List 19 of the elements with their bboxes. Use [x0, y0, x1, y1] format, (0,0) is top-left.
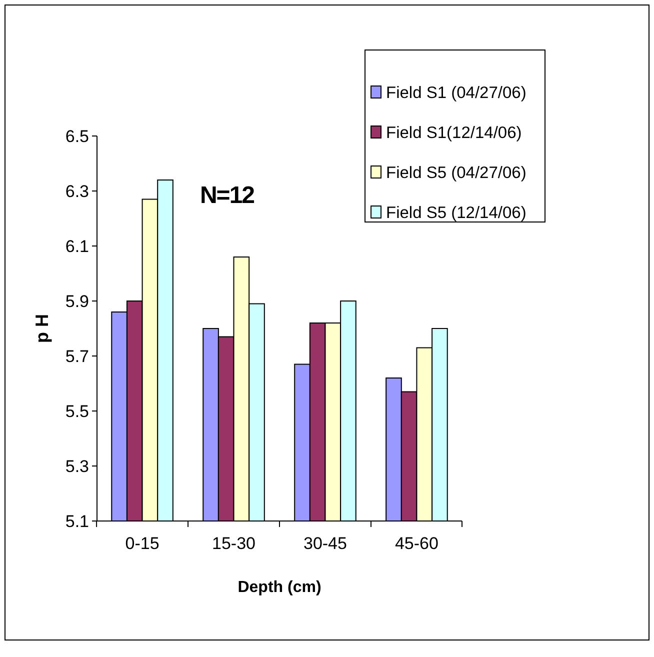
x-tick-label: 15-30: [212, 534, 256, 553]
x-tick-label: 0-15: [125, 534, 160, 553]
y-tick-label: 5.3: [65, 456, 89, 476]
y-tick-label: 5.1: [65, 512, 89, 531]
legend-label: Field S5 (04/27/06): [386, 164, 526, 182]
legend-label: Field S1(12/14/06): [386, 124, 522, 142]
y-tick-label: 5.9: [65, 292, 89, 311]
y-tick-label: 6.1: [65, 236, 89, 256]
x-tick-label: 30-45: [303, 534, 347, 553]
y-tick-label: 5.7: [65, 346, 89, 366]
y-tick-label: 5.5: [65, 402, 89, 421]
y-tick-label: 6.5: [65, 126, 89, 146]
legend-label: Field S5 (12/14/06): [386, 204, 526, 222]
x-axis-title: Depth (cm): [238, 579, 322, 596]
annotation: N=12: [200, 182, 255, 209]
legend-label: Field S1 (04/27/06): [386, 84, 526, 102]
y-tick-label: 6.3: [65, 182, 89, 201]
y-axis-title: p H: [32, 314, 52, 343]
x-tick-label: 45-60: [394, 534, 438, 553]
